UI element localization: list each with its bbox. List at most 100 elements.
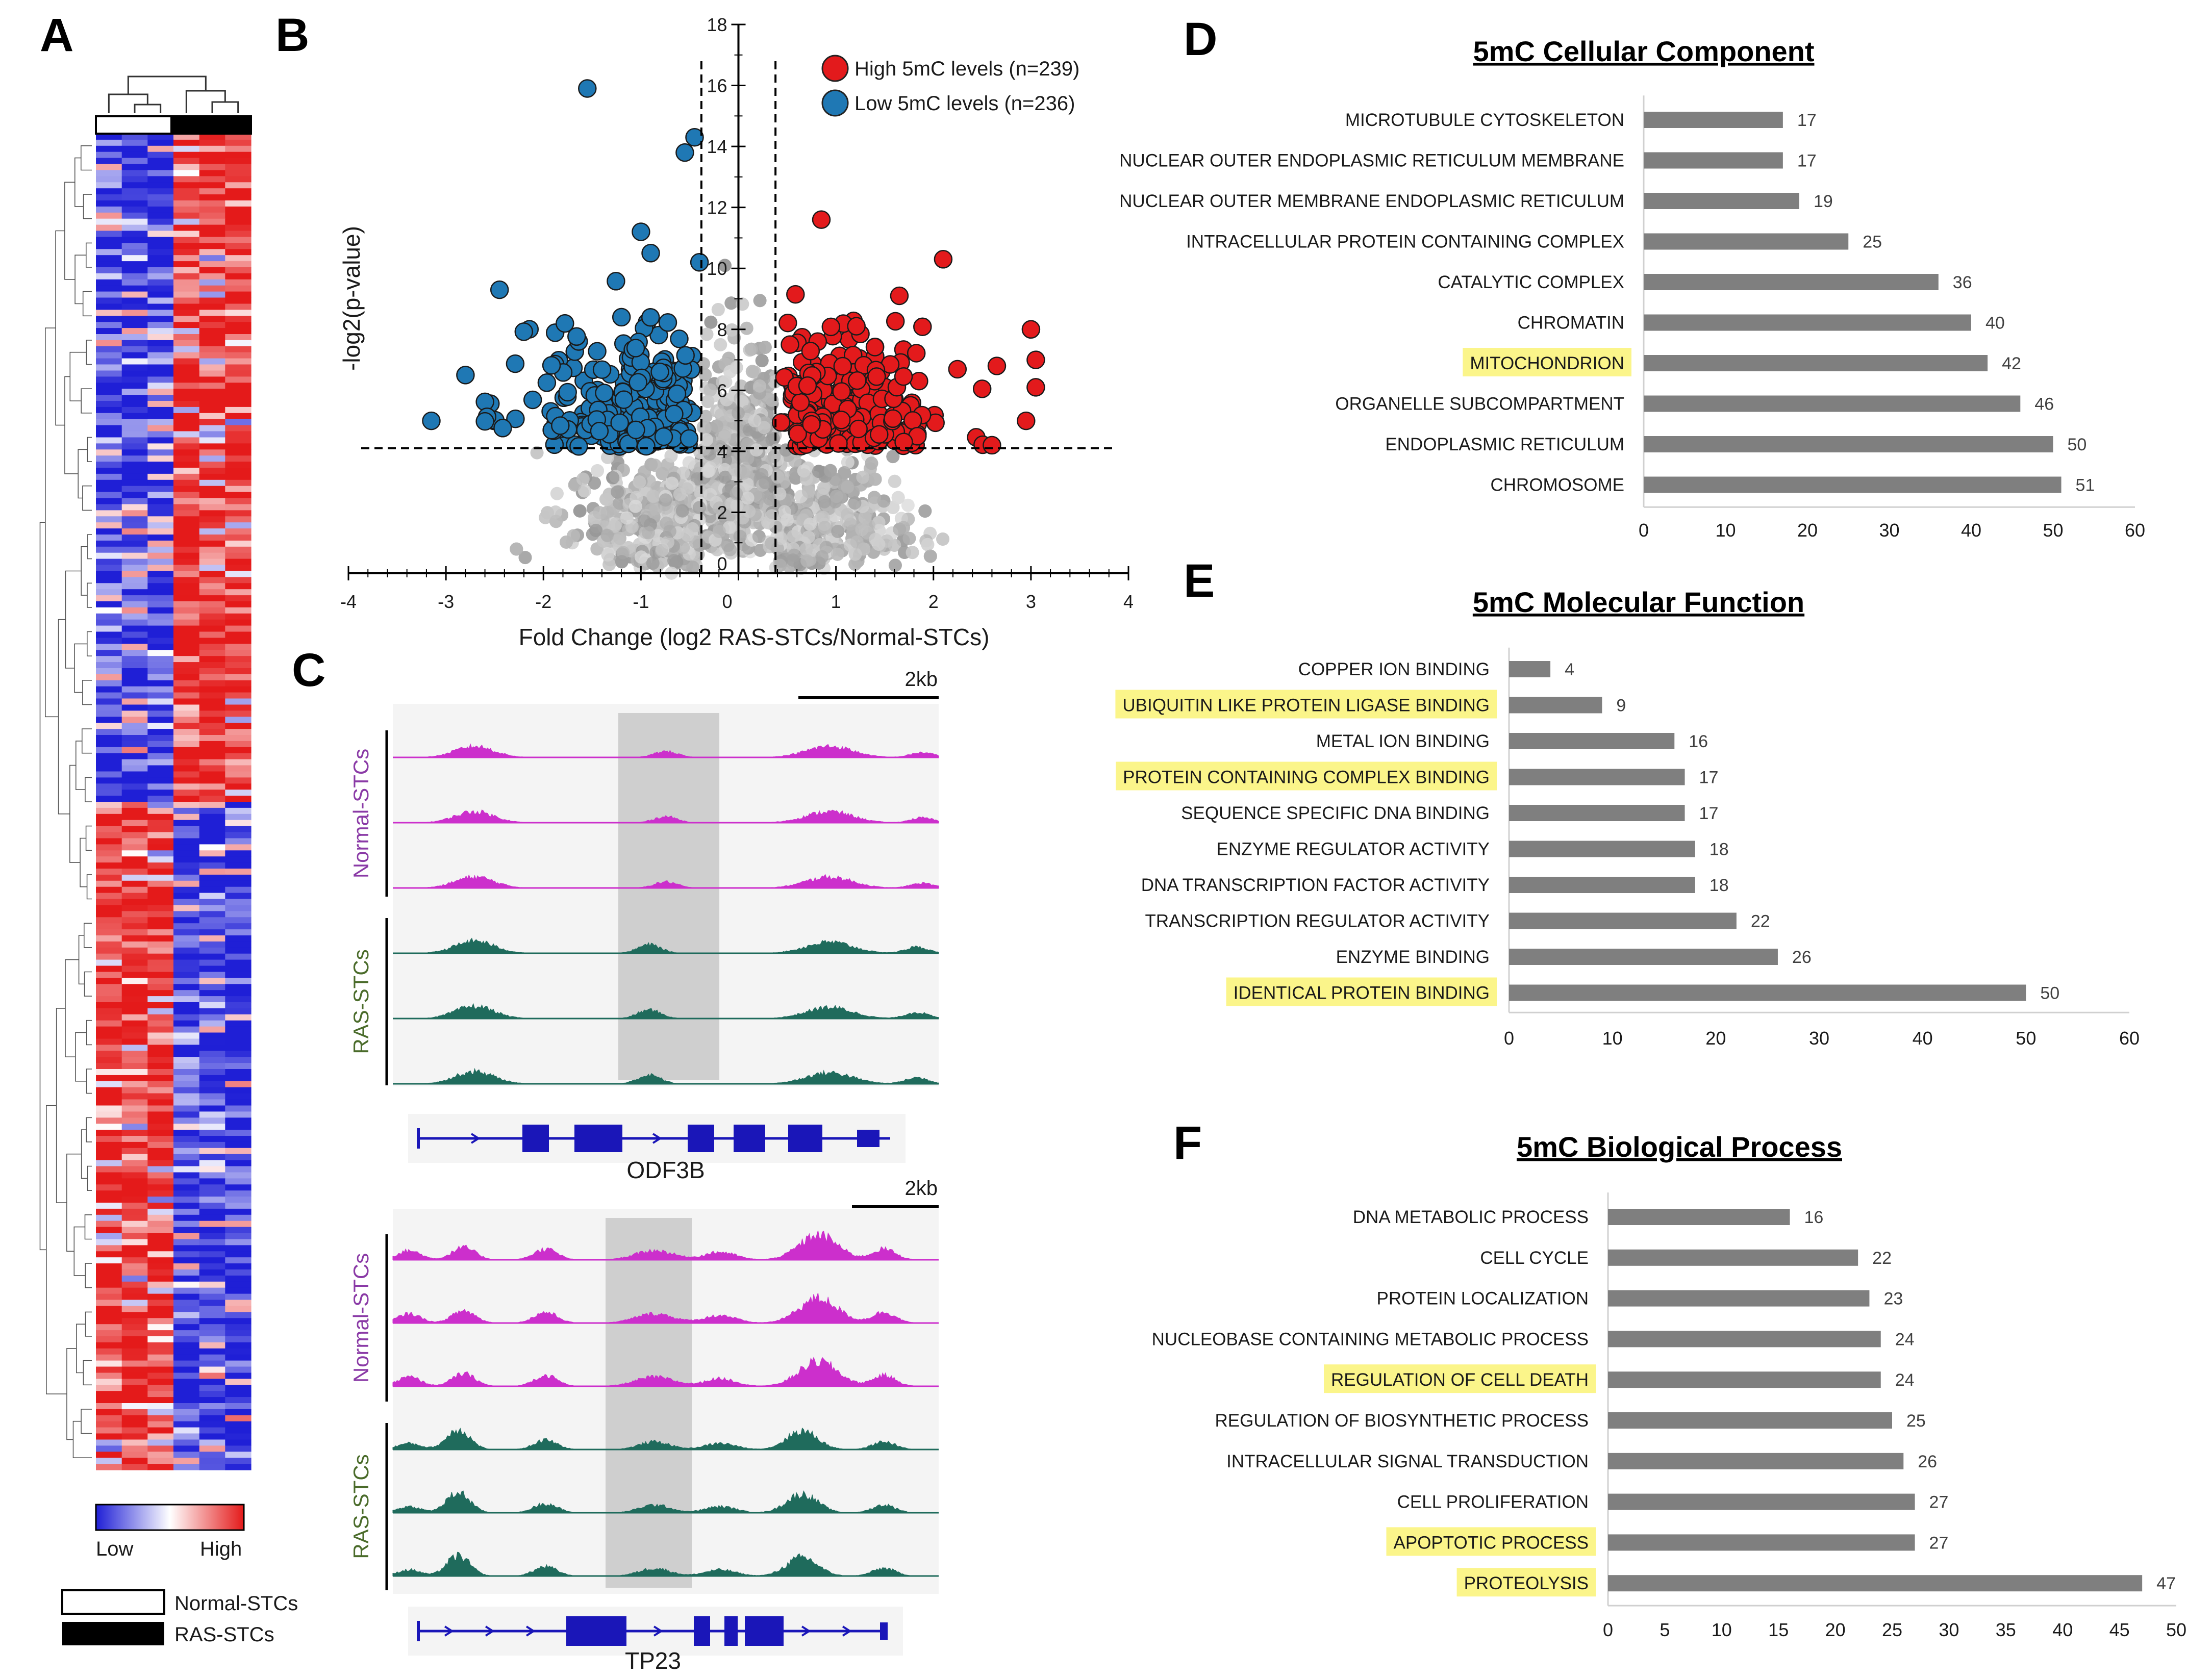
heatmap-cell xyxy=(173,1075,200,1082)
heatmap-cell xyxy=(121,577,148,583)
heatmap-cell xyxy=(121,297,148,304)
heatmap-cell xyxy=(121,1409,148,1416)
column-dendrogram-branches xyxy=(108,75,239,113)
heatmap-cell xyxy=(173,182,200,189)
volcano-point-ns xyxy=(856,470,870,484)
heatmap-cell xyxy=(96,1105,122,1112)
heatmap-cell xyxy=(199,1403,225,1410)
heatmap-cell xyxy=(225,170,252,176)
heatmap-cell xyxy=(173,947,200,954)
heatmap-cell xyxy=(225,425,252,432)
heatmap-cell xyxy=(199,164,225,170)
heatmap-cell xyxy=(199,625,225,632)
volcano-point-ns xyxy=(800,554,814,568)
heatmap-cell xyxy=(96,431,122,438)
heatmap-cell xyxy=(225,583,252,590)
heatmap-cell xyxy=(199,1415,225,1422)
heatmap-cell xyxy=(96,261,122,268)
volcano-point-ns xyxy=(710,419,723,433)
heatmap-cell xyxy=(121,1360,148,1367)
volcano-y-tick-label: 12 xyxy=(707,197,727,218)
heatmap-cell xyxy=(121,310,148,316)
row-dendrogram-branch xyxy=(82,680,92,705)
volcano-point-ns xyxy=(923,549,937,563)
heatmap-cell xyxy=(147,1148,174,1155)
heatmap-cell xyxy=(96,893,122,900)
heatmap-cell xyxy=(225,1184,252,1191)
heatmap-cell xyxy=(147,1445,174,1452)
volcano-point-high xyxy=(1026,350,1045,369)
heatmap-cell xyxy=(147,552,174,560)
heatmap-cell xyxy=(225,820,252,827)
heatmap-cell xyxy=(225,1464,252,1470)
heatmap-cell xyxy=(121,729,148,735)
bar-category-label: IDENTICAL PROTEIN BINDING xyxy=(1234,983,1490,1003)
heatmap-cell xyxy=(147,753,174,760)
heatmap-cell xyxy=(147,959,174,967)
heatmap-cell xyxy=(96,947,122,954)
heatmap-cell xyxy=(121,279,148,286)
heatmap-cell xyxy=(147,686,174,693)
heatmap-cell xyxy=(96,1427,122,1434)
heatmap-cell xyxy=(199,1452,225,1458)
volcano-point-low xyxy=(551,416,570,435)
heatmap-cell xyxy=(173,413,200,420)
heatmap-cell xyxy=(96,1197,122,1203)
heatmap-cell xyxy=(173,953,200,960)
heatmap-cell xyxy=(199,704,225,711)
heatmap-cell xyxy=(121,1372,148,1379)
heatmap-cell xyxy=(173,1245,200,1252)
heatmap-cell xyxy=(96,200,122,207)
bar-x-tick-label: 35 xyxy=(1996,1619,2016,1640)
heatmap-cell xyxy=(225,674,252,681)
heatmap-cell xyxy=(121,528,148,535)
heatmap-cell xyxy=(173,1263,200,1270)
heatmap-cell xyxy=(147,965,174,972)
heatmap-cell xyxy=(121,455,148,462)
heatmap-cell xyxy=(147,522,174,529)
heatmap-cell xyxy=(96,352,122,359)
heatmap-cell xyxy=(173,261,200,268)
volcano-point-ns xyxy=(714,338,727,351)
heatmap-cell xyxy=(173,1208,200,1215)
heatmap-cell xyxy=(121,917,148,924)
heatmap-cell xyxy=(121,1227,148,1234)
heatmap-cell xyxy=(96,923,122,930)
gene-strand-arrow xyxy=(525,1625,536,1637)
heatmap-cell xyxy=(96,1233,122,1239)
heatmap-cell xyxy=(199,1409,225,1416)
heatmap-cell xyxy=(121,1075,148,1082)
heatmap-cell xyxy=(96,316,122,322)
heatmap-cell xyxy=(173,790,200,796)
heatmap-cell xyxy=(96,796,122,802)
bar-value-label: 50 xyxy=(2040,984,2059,1003)
heatmap-cell xyxy=(147,1433,174,1440)
heatmap-cell xyxy=(121,856,148,863)
heatmap-cell xyxy=(199,297,225,304)
volcano-point-high xyxy=(983,436,1001,455)
heatmap-cell xyxy=(173,212,200,219)
heatmap-cell xyxy=(199,455,225,462)
heatmap-cell xyxy=(199,790,225,796)
heatmap-cell xyxy=(225,1336,252,1343)
heatmap-cell xyxy=(121,291,148,298)
heatmap-cell xyxy=(173,1008,200,1015)
heatmap-cell xyxy=(173,1045,200,1051)
heatmap-cell xyxy=(147,765,174,772)
heatmap-cell xyxy=(225,832,252,838)
heatmap-cell xyxy=(96,929,122,936)
heatmap-cell xyxy=(173,886,200,894)
heatmap-cell xyxy=(199,765,225,772)
heatmap-cell xyxy=(96,1452,122,1458)
volcano-point-low xyxy=(637,437,656,456)
heatmap-cell xyxy=(96,583,122,590)
heatmap-cell xyxy=(173,923,200,930)
heatmap-cell xyxy=(121,449,148,456)
heatmap-cell xyxy=(121,1300,148,1306)
heatmap-cell xyxy=(199,1421,225,1428)
heatmap-cell xyxy=(173,893,200,900)
heatmap-cell xyxy=(96,565,122,571)
heatmap-cell xyxy=(96,656,122,663)
bar-value-label: 17 xyxy=(1797,151,1817,171)
heatmap-cell xyxy=(199,844,225,851)
